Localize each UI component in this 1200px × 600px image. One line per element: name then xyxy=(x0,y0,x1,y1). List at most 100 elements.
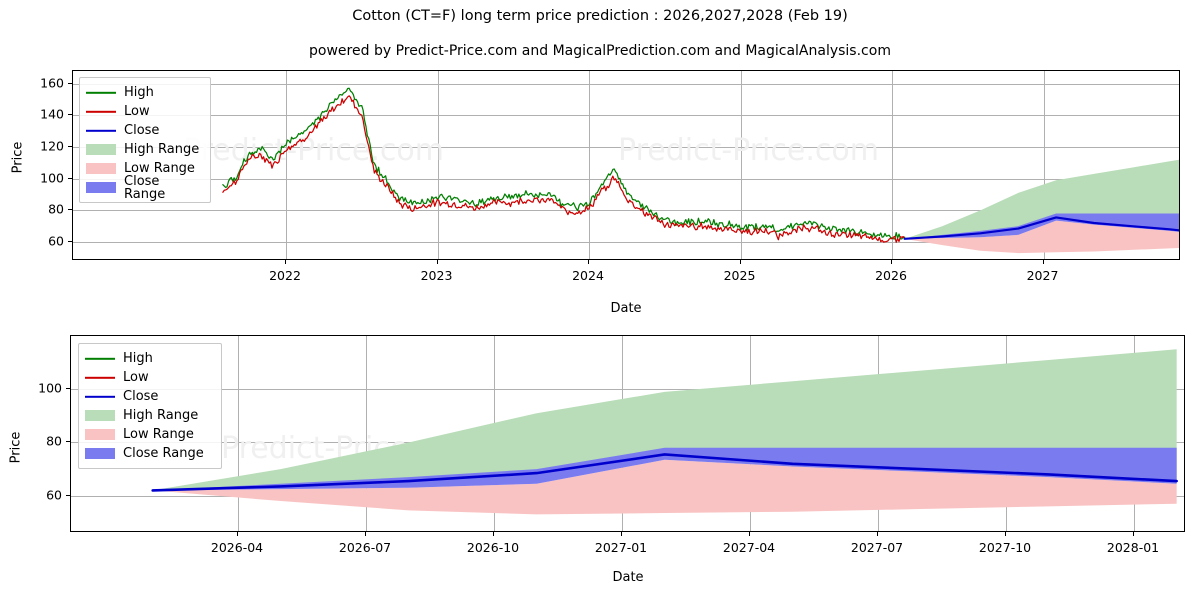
bottom-legend: High Low Close High Range Low Range Close Ran… xyxy=(78,343,222,469)
chart-subtitle: powered by Predict-Price.com and Magical… xyxy=(309,43,891,59)
legend-high-label: High xyxy=(123,351,153,366)
x-tickmark xyxy=(1005,532,1006,536)
legend-high[interactable]: High xyxy=(85,349,213,368)
x-tickmark xyxy=(493,532,494,536)
y-tick-label: 140 xyxy=(40,106,64,122)
legend-low-range-label: Low Range xyxy=(124,161,195,176)
legend-low-range[interactable]: Low Range xyxy=(85,425,213,444)
gridline xyxy=(71,389,1184,391)
x-tick-label: 2023 xyxy=(420,268,453,283)
y-tickmark xyxy=(68,241,72,242)
legend-close[interactable]: Close xyxy=(86,121,202,140)
x-tickmark xyxy=(588,260,589,264)
x-tick-label: 2027 xyxy=(1026,268,1059,283)
bottom-plot-area: Predict-Price.com Predict-Price.com xyxy=(70,335,1185,532)
legend-close-range-swatch-icon xyxy=(85,448,115,459)
x-tickmark xyxy=(621,532,622,536)
legend-low-range[interactable]: Low Range xyxy=(86,159,202,178)
legend-high-range-label: High Range xyxy=(124,142,200,157)
legend-low-range-swatch-icon xyxy=(85,429,115,440)
x-tick-label: 2024 xyxy=(572,268,604,283)
x-tick-label: 2027-04 xyxy=(722,540,776,555)
x-tickmark xyxy=(436,260,438,264)
y-tick-label: 100 xyxy=(38,380,62,396)
band-low-range xyxy=(152,459,1177,515)
legend-high[interactable]: High xyxy=(86,83,202,102)
x-tick-label: 2027-01 xyxy=(594,540,648,555)
y-tickmark xyxy=(66,388,70,390)
series-close-line xyxy=(903,216,1179,240)
legend-high-range[interactable]: High Range xyxy=(85,406,213,425)
legend-close-range-swatch-icon xyxy=(86,182,116,193)
series-low-line xyxy=(222,95,906,243)
chart-title: Cotton (CT=F) long term price prediction… xyxy=(352,8,848,24)
legend-close-range[interactable]: Close Range xyxy=(86,175,202,201)
gridline xyxy=(73,83,1179,85)
legend-close-label: Close xyxy=(123,389,159,404)
y-tick-label: 160 xyxy=(40,75,64,91)
gridline xyxy=(892,71,893,259)
gridline xyxy=(366,336,367,531)
legend-low-label: Low xyxy=(123,370,149,385)
gridline xyxy=(73,178,1179,180)
top-legend: High Low Close High Range Low Range Close Ran… xyxy=(79,77,211,203)
y-tick-label: 60 xyxy=(48,233,64,249)
x-tick-label: 2028-01 xyxy=(1106,540,1160,555)
x-tick-label: 2022 xyxy=(269,268,301,283)
gridline xyxy=(437,71,439,259)
gridline xyxy=(73,147,1179,148)
legend-close-range-label: Close Range xyxy=(124,173,166,202)
band-close-range xyxy=(152,447,1177,491)
x-tick-label: 2026-10 xyxy=(466,540,520,555)
y-tick-label: 80 xyxy=(48,201,64,217)
top-chart-graphic xyxy=(222,87,1179,254)
x-tick-label: 2026 xyxy=(875,268,907,283)
legend-low-swatch-icon xyxy=(85,372,115,384)
top-x-axis-label: Date xyxy=(610,301,642,316)
y-tickmark xyxy=(68,114,72,116)
bottom-chart-graphic xyxy=(151,349,1178,515)
y-tickmark xyxy=(68,177,72,179)
legend-close-range-label: Close Range xyxy=(123,446,204,461)
legend-high-range-label: High Range xyxy=(123,408,199,423)
x-tickmark xyxy=(237,532,238,536)
band-close-range xyxy=(904,213,1179,239)
x-tick-label: 2027-10 xyxy=(978,540,1032,555)
y-tick-label: 120 xyxy=(40,138,64,154)
legend-close[interactable]: Close xyxy=(85,387,213,406)
legend-high-range[interactable]: High Range xyxy=(86,140,202,159)
x-tickmark xyxy=(891,260,892,264)
legend-low[interactable]: Low xyxy=(85,368,213,387)
gridline xyxy=(1043,71,1045,259)
y-tick-label: 80 xyxy=(46,433,62,449)
legend-high-range-swatch-icon xyxy=(85,410,115,421)
legend-low-range-label: Low Range xyxy=(123,427,194,442)
x-tickmark xyxy=(365,532,366,536)
gridline xyxy=(740,71,742,259)
x-tickmark xyxy=(877,532,878,536)
x-tickmark xyxy=(1133,532,1134,536)
legend-close-swatch-icon xyxy=(85,391,115,403)
legend-low[interactable]: Low xyxy=(86,102,202,121)
y-tickmark xyxy=(66,494,70,496)
x-tick-label: 2027-07 xyxy=(850,540,904,555)
x-tick-label: 2026-04 xyxy=(210,540,264,555)
gridline xyxy=(73,242,1179,243)
legend-close-range[interactable]: Close Range xyxy=(85,444,213,463)
gridline xyxy=(589,71,590,259)
x-tickmark xyxy=(285,260,286,264)
y-tick-label: 100 xyxy=(40,170,64,186)
series-close-line xyxy=(151,453,1178,492)
legend-low-range-swatch-icon xyxy=(86,163,116,174)
y-tickmark xyxy=(68,82,72,84)
y-tickmark xyxy=(68,209,72,211)
legend-high-swatch-icon xyxy=(85,353,115,365)
gridline xyxy=(73,115,1179,117)
y-tick-label: 60 xyxy=(46,487,62,503)
gridline xyxy=(286,71,287,259)
y-tickmark xyxy=(66,441,70,443)
x-tickmark xyxy=(1042,260,1044,264)
legend-close-label: Close xyxy=(124,123,160,138)
